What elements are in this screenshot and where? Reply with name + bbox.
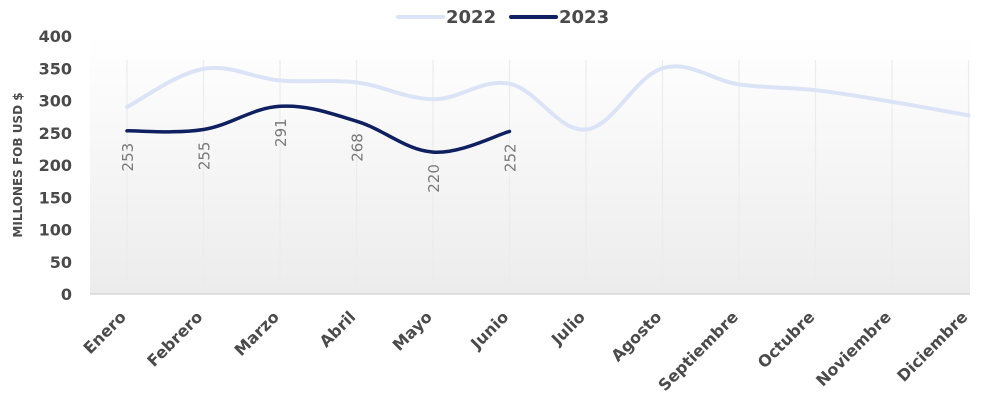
x-tick-label-mayo: Mayo xyxy=(389,307,436,354)
x-tick-label-julio: Julio xyxy=(547,307,589,349)
y-tick-label: 300 xyxy=(39,92,72,111)
data-label: 291 xyxy=(272,118,290,147)
plot-area-background xyxy=(90,36,970,294)
x-tick-label-junio: Junio xyxy=(466,307,512,353)
y-tick-label: 200 xyxy=(39,156,72,175)
x-tick-label-septiembre: Septiembre xyxy=(654,307,742,395)
data-label: 268 xyxy=(349,133,367,162)
y-tick-label: 0 xyxy=(61,285,72,304)
legend: 2022 2023 xyxy=(396,7,609,28)
x-tick-label-noviembre: Noviembre xyxy=(812,307,895,390)
x-tick-label-agosto: Agosto xyxy=(607,307,665,365)
data-label: 220 xyxy=(425,164,443,193)
y-tick-label: 150 xyxy=(39,188,72,207)
y-tick-label: 400 xyxy=(39,27,72,46)
y-tick-label: 100 xyxy=(39,221,72,240)
y-tick-label: 50 xyxy=(50,253,72,272)
x-tick-label-octubre: Octubre xyxy=(754,307,819,372)
y-tick-label: 350 xyxy=(39,59,72,78)
legend-label-2023: 2023 xyxy=(559,7,609,28)
x-tick-label-marzo: Marzo xyxy=(231,307,283,359)
series-line-2023 xyxy=(125,104,512,154)
data-label: 253 xyxy=(119,143,137,172)
data-label: 255 xyxy=(196,142,214,171)
x-tick-label-diciembre: Diciembre xyxy=(893,307,971,385)
legend-label-2022: 2022 xyxy=(446,7,496,28)
data-label: 252 xyxy=(502,143,520,172)
series-line-2022 xyxy=(125,64,971,132)
x-tick-label-abril: Abril xyxy=(316,307,360,351)
x-tick-label-febrero: Febrero xyxy=(143,307,206,370)
y-tick-label: 250 xyxy=(39,124,72,143)
x-tick-label-enero: Enero xyxy=(80,307,130,357)
y-axis-label: MILLONES FOB USD $ xyxy=(11,92,25,237)
